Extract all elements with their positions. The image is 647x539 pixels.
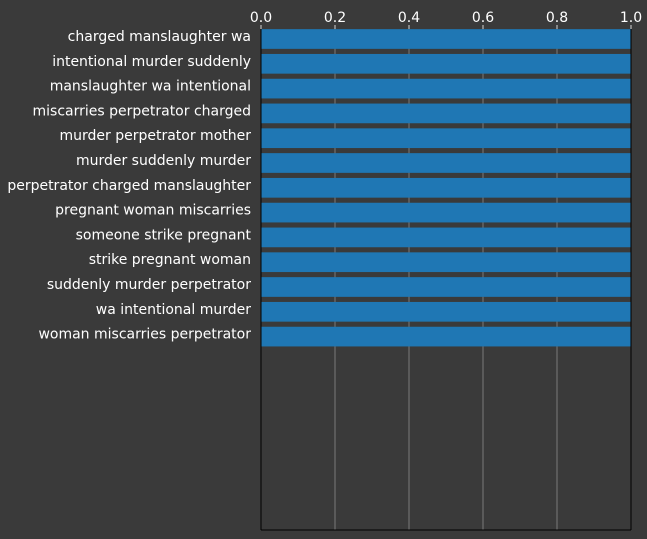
y-tick-labels: charged manslaughter wa intentional murde… [7, 29, 251, 343]
bar [261, 153, 631, 173]
y-tick-label: wa intentional murder [96, 302, 251, 318]
x-tick-label: 1.0 [620, 10, 642, 26]
y-tick-label: murder perpetrator mother [59, 128, 251, 144]
axes-frame [260, 29, 632, 531]
x-tick-label: 0.0 [250, 10, 272, 26]
y-tick-label: murder suddenly murder [76, 153, 251, 169]
bars [261, 29, 631, 347]
bar [261, 78, 631, 99]
bar [261, 29, 631, 49]
y-tick-label: manslaughter wa intentional [50, 79, 251, 95]
bar [261, 53, 631, 74]
y-tick-label: miscarries perpetrator charged [33, 103, 252, 119]
x-tick-label: 0.6 [472, 10, 494, 26]
y-tick-label: intentional murder suddenly [52, 54, 251, 70]
bar [261, 227, 631, 248]
x-tick-label: 0.4 [398, 10, 420, 26]
bar [261, 202, 631, 223]
y-tick-label: perpetrator charged manslaughter [7, 178, 251, 194]
x-tick-label: 0.8 [546, 10, 568, 26]
x-tick-label: 0.2 [324, 10, 346, 26]
y-tick-label: charged manslaughter wa [68, 29, 251, 45]
bar [261, 177, 631, 198]
x-ticks: 0.0 0.2 0.4 0.6 0.8 1.0 [250, 10, 642, 29]
y-tick-label: someone strike pregnant [76, 227, 252, 243]
y-tick-label: strike pregnant woman [89, 252, 251, 268]
bar [261, 277, 631, 297]
y-tick-label: suddenly murder perpetrator [47, 277, 251, 293]
y-tick-label: woman miscarries perpetrator [38, 327, 251, 343]
bar [261, 252, 631, 273]
y-tick-label: pregnant woman miscarries [55, 203, 251, 219]
bar [261, 103, 631, 124]
bar [261, 326, 631, 347]
bar [261, 301, 631, 322]
bar [261, 128, 631, 149]
